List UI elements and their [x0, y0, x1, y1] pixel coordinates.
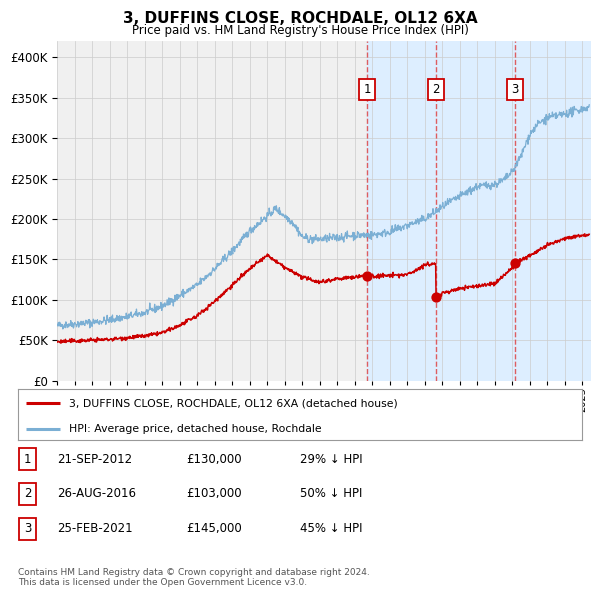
Bar	[367, 41, 591, 381]
Text: 25-FEB-2021: 25-FEB-2021	[57, 522, 133, 535]
Text: 2: 2	[24, 487, 31, 500]
Point	[510, 258, 520, 268]
Text: 21-SEP-2012: 21-SEP-2012	[57, 453, 132, 466]
Text: 50% ↓ HPI: 50% ↓ HPI	[300, 487, 362, 500]
Text: 29% ↓ HPI: 29% ↓ HPI	[300, 453, 362, 466]
Text: 26-AUG-2016: 26-AUG-2016	[57, 487, 136, 500]
Text: £145,000: £145,000	[186, 522, 242, 535]
Point	[362, 271, 372, 280]
Text: Price paid vs. HM Land Registry's House Price Index (HPI): Price paid vs. HM Land Registry's House …	[131, 24, 469, 37]
Text: £130,000: £130,000	[186, 453, 242, 466]
Text: 3, DUFFINS CLOSE, ROCHDALE, OL12 6XA (detached house): 3, DUFFINS CLOSE, ROCHDALE, OL12 6XA (de…	[69, 398, 398, 408]
Text: 1: 1	[364, 83, 371, 96]
Text: 3, DUFFINS CLOSE, ROCHDALE, OL12 6XA: 3, DUFFINS CLOSE, ROCHDALE, OL12 6XA	[122, 11, 478, 25]
Text: HPI: Average price, detached house, Rochdale: HPI: Average price, detached house, Roch…	[69, 424, 322, 434]
Text: 3: 3	[24, 522, 31, 535]
Text: £103,000: £103,000	[186, 487, 242, 500]
Point	[431, 293, 441, 302]
Text: 3: 3	[511, 83, 518, 96]
Text: 2: 2	[433, 83, 440, 96]
Text: 1: 1	[24, 453, 31, 466]
Text: Contains HM Land Registry data © Crown copyright and database right 2024.
This d: Contains HM Land Registry data © Crown c…	[18, 568, 370, 587]
Text: 45% ↓ HPI: 45% ↓ HPI	[300, 522, 362, 535]
